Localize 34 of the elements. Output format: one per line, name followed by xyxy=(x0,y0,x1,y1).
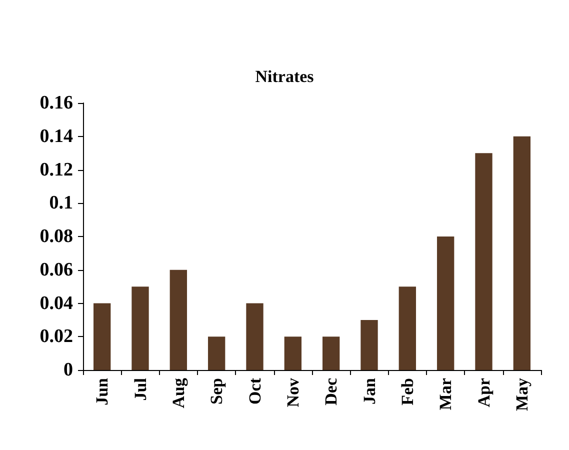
bar xyxy=(284,336,302,370)
bar xyxy=(170,270,188,370)
y-tick-label: 0.12 xyxy=(40,159,73,180)
x-tick-label: Jan xyxy=(360,377,379,404)
y-tick-label: 0.14 xyxy=(40,126,74,147)
y-tick-label: 0.02 xyxy=(40,326,73,348)
y-tick-label: 0.1 xyxy=(49,192,73,214)
bar xyxy=(132,286,149,370)
chart-title: Nitrates xyxy=(255,67,314,86)
bar xyxy=(436,236,454,370)
y-tick-label: 0.16 xyxy=(40,92,73,114)
bar xyxy=(360,320,378,370)
x-tick-label: Nov xyxy=(283,378,302,408)
x-tick-label: Jul xyxy=(130,378,150,401)
x-tick-label: May xyxy=(512,378,532,412)
x-tick-label: Mar xyxy=(436,378,456,410)
bar xyxy=(93,303,111,370)
bar xyxy=(513,136,531,370)
y-tick-label: 0.04 xyxy=(40,292,74,314)
x-tick-label: Aug xyxy=(168,378,188,408)
x-tick-label: Jun xyxy=(92,377,112,406)
x-tick-label: Apr xyxy=(474,378,494,408)
bar xyxy=(322,336,340,370)
y-tick-label: 0 xyxy=(64,360,73,380)
x-tick-label: Sep xyxy=(207,378,226,404)
x-tick-label: Oct xyxy=(245,378,264,404)
bar xyxy=(246,303,264,370)
x-tick-label: Dec xyxy=(322,378,341,406)
y-tick-label: 0.06 xyxy=(40,259,73,280)
bar xyxy=(398,286,416,370)
x-tick-label: Feb xyxy=(398,378,417,406)
bar xyxy=(475,153,492,370)
y-tick-label: 0.08 xyxy=(40,226,73,247)
bar xyxy=(208,336,226,370)
